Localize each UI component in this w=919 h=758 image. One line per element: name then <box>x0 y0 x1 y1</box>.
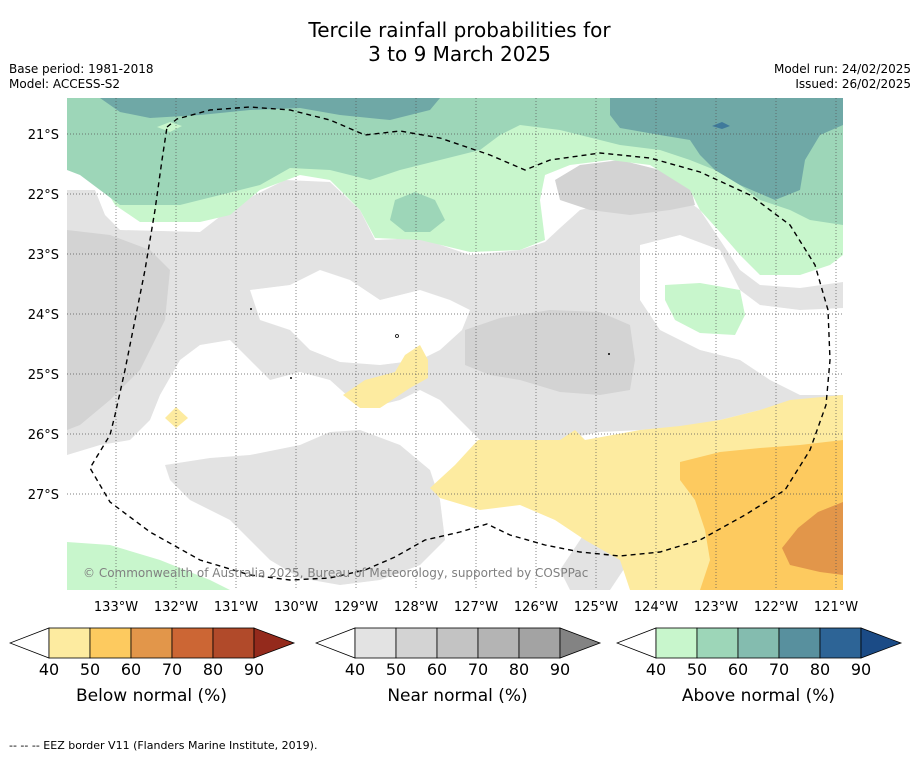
map-title: Tercile rainfall probabilities for 3 to … <box>0 18 919 66</box>
colorbar-segment <box>778 627 821 659</box>
latitude-label: 25°S <box>28 368 59 383</box>
colorbar-extend-high <box>253 627 296 659</box>
colorbar-near-normal <box>315 627 602 659</box>
above-normal-high-spot <box>712 122 730 129</box>
colorbar-extend-high <box>860 627 903 659</box>
longitude-label: 125°W <box>574 600 618 615</box>
below-normal-6070-southeast <box>782 502 843 575</box>
colorbar-segment <box>354 627 397 659</box>
near-normal-core-west <box>67 230 170 430</box>
colorbar-tick-label: 80 <box>508 660 530 679</box>
colorbar-segment <box>436 627 479 659</box>
colorbar-segment <box>89 627 132 659</box>
colorbar-tick-label: 50 <box>79 660 101 679</box>
island-dot <box>290 377 292 379</box>
colorbar-segment <box>48 627 91 659</box>
eez-border <box>89 106 831 581</box>
colorbar-extend-low <box>315 627 356 659</box>
colorbar-segment <box>171 627 214 659</box>
longitude-label: 123°W <box>694 600 738 615</box>
model-run: Model run: 24/02/2025 <box>773 62 911 76</box>
colorbar-tick-label: 40 <box>38 660 60 679</box>
above-normal-6070-north <box>100 98 440 120</box>
colorbar-title-above: Above normal (%) <box>681 686 836 706</box>
island-dot <box>250 308 252 310</box>
latitude-labels: 21°S 22°S 23°S 24°S 25°S 26°S 27°S <box>28 128 59 503</box>
colorbar-title-near: Near normal (%) <box>387 686 528 706</box>
longitude-label: 131°W <box>214 600 258 615</box>
colorbar-tick-label: 70 <box>161 660 183 679</box>
colorbar-tick-label: 50 <box>686 660 708 679</box>
longitude-label: 126°W <box>514 600 558 615</box>
above-normal-6070-northeast <box>610 98 843 200</box>
below-normal-region-west-spot <box>165 407 188 428</box>
colorbar-tick-label: 40 <box>645 660 667 679</box>
colorbar-segment <box>477 627 520 659</box>
latitude-label: 27°S <box>28 488 59 503</box>
latitude-label: 26°S <box>28 428 59 443</box>
colorbar-tick-label: 90 <box>243 660 265 679</box>
base-period: Base period: 1981-2018 <box>9 62 154 76</box>
colorbar-tick-label: 70 <box>768 660 790 679</box>
above-normal-light-spot <box>157 122 182 132</box>
colorbar-tick-label: 50 <box>385 660 407 679</box>
colorbar-segment <box>518 627 561 659</box>
colorbar-tick-label: 80 <box>809 660 831 679</box>
colorbar-segment <box>696 627 739 659</box>
colorbar-extend-high <box>559 627 602 659</box>
above-normal-5060-center-blob <box>390 192 445 232</box>
longitude-label: 121°W <box>814 600 858 615</box>
latitude-label: 22°S <box>28 188 59 203</box>
copyright-text: © Commonwealth of Australia 2025, Bureau… <box>83 566 588 580</box>
longitude-label: 128°W <box>394 600 438 615</box>
longitude-label: 130°W <box>274 600 318 615</box>
below-normal-region-center <box>343 345 428 408</box>
colorbar-extend-low <box>9 627 50 659</box>
colorbar-tick-label: 70 <box>467 660 489 679</box>
island-dot <box>395 334 399 338</box>
longitude-label: 132°W <box>154 600 198 615</box>
near-normal-region-south <box>165 430 445 585</box>
meta-right: Model run: 24/02/2025 Issued: 26/02/2025 <box>774 62 911 92</box>
colorbar-segment <box>395 627 438 659</box>
longitude-label: 133°W <box>94 600 138 615</box>
colorbar-tick-label: 60 <box>727 660 749 679</box>
colorbar-segment <box>212 627 255 659</box>
title-line-2: 3 to 9 March 2025 <box>368 42 551 66</box>
colorbar-segment <box>737 627 780 659</box>
longitude-label: 129°W <box>334 600 378 615</box>
above-normal-region-southwest <box>67 542 230 590</box>
colorbar-below-normal <box>9 627 296 659</box>
colorbar-title-below: Below normal (%) <box>76 686 227 706</box>
colorbar-tick-label: 90 <box>850 660 872 679</box>
meta-left: Base period: 1981-2018 Model: ACCESS-S2 <box>9 62 154 92</box>
above-normal-region-northeast-patch <box>665 283 745 335</box>
colorbar-tick-label: 80 <box>202 660 224 679</box>
near-normal-core-north <box>555 160 695 215</box>
colorbar-tick-label: 60 <box>426 660 448 679</box>
colorbar-extend-low <box>616 627 657 659</box>
colorbar-above-normal <box>616 627 903 659</box>
title-line-1: Tercile rainfall probabilities for <box>308 18 611 42</box>
model-name: Model: ACCESS-S2 <box>9 77 121 91</box>
longitude-label: 124°W <box>634 600 678 615</box>
no-signal-area-center <box>250 270 470 365</box>
latitude-label: 23°S <box>28 248 59 263</box>
latitude-label: 21°S <box>28 128 59 143</box>
island-dot <box>608 353 610 355</box>
longitude-label: 127°W <box>454 600 498 615</box>
latitude-label: 24°S <box>28 308 59 323</box>
longitude-labels: 133°W 132°W 131°W 130°W 129°W 128°W 127°W 126°W… <box>94 600 858 615</box>
issued-date: Issued: 26/02/2025 <box>795 77 911 91</box>
longitude-label: 122°W <box>754 600 798 615</box>
colorbar-tick-label: 90 <box>549 660 571 679</box>
colorbar-segment <box>130 627 173 659</box>
colorbar-tick-label: 40 <box>344 660 366 679</box>
eez-footnote: -- -- -- EEZ border V11 (Flanders Marine… <box>9 739 318 752</box>
colorbar-tick-label: 60 <box>120 660 142 679</box>
map-fields <box>67 98 843 590</box>
colorbar-segment <box>819 627 862 659</box>
colorbar-segment <box>655 627 698 659</box>
